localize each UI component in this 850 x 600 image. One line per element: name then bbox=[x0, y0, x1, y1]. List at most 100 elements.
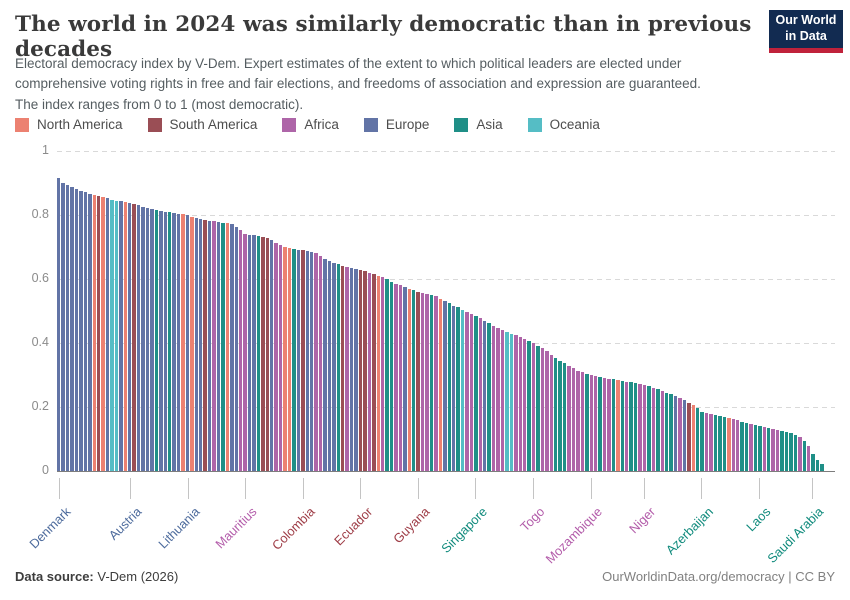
bar[interactable] bbox=[412, 290, 416, 471]
x-tick-label-togo[interactable]: Togo bbox=[517, 504, 548, 535]
bar[interactable] bbox=[159, 211, 163, 471]
bar[interactable] bbox=[518, 336, 522, 471]
bar[interactable] bbox=[602, 377, 607, 471]
bar[interactable] bbox=[261, 237, 265, 471]
bar[interactable] bbox=[447, 303, 451, 471]
bar[interactable] bbox=[678, 398, 682, 471]
bar[interactable] bbox=[611, 379, 616, 471]
x-tick-label-mozambique[interactable]: Mozambique bbox=[542, 504, 606, 567]
bar[interactable] bbox=[185, 215, 190, 471]
bar[interactable] bbox=[549, 354, 553, 471]
bar[interactable] bbox=[806, 446, 811, 471]
bar[interactable] bbox=[647, 386, 651, 471]
bar[interactable] bbox=[425, 293, 429, 471]
bar[interactable] bbox=[434, 295, 438, 471]
bar[interactable] bbox=[65, 185, 70, 471]
bar[interactable] bbox=[74, 188, 79, 471]
bar[interactable] bbox=[172, 213, 176, 471]
bar[interactable] bbox=[163, 211, 167, 471]
bar[interactable] bbox=[341, 265, 345, 471]
bar[interactable] bbox=[230, 223, 234, 471]
bar[interactable] bbox=[327, 261, 332, 471]
bar[interactable] bbox=[744, 422, 749, 471]
bar[interactable] bbox=[105, 198, 110, 471]
bar[interactable] bbox=[150, 209, 154, 471]
legend-item-africa[interactable]: Africa bbox=[282, 117, 339, 132]
bar[interactable] bbox=[580, 372, 585, 471]
bar[interactable] bbox=[380, 277, 385, 471]
bar[interactable] bbox=[700, 411, 704, 471]
bar[interactable] bbox=[713, 415, 718, 471]
bar[interactable] bbox=[789, 433, 793, 471]
bar[interactable] bbox=[207, 220, 212, 471]
bar[interactable] bbox=[620, 381, 624, 471]
bar[interactable] bbox=[119, 201, 123, 471]
bar[interactable] bbox=[167, 212, 172, 471]
bar[interactable] bbox=[558, 360, 562, 471]
bar[interactable] bbox=[265, 238, 269, 471]
legend-item-asia[interactable]: Asia bbox=[454, 117, 503, 132]
bar[interactable] bbox=[633, 383, 638, 471]
bar[interactable] bbox=[469, 313, 474, 471]
bar[interactable] bbox=[416, 291, 420, 471]
bar[interactable] bbox=[61, 183, 65, 471]
bar[interactable] bbox=[460, 309, 465, 471]
bar[interactable] bbox=[491, 325, 496, 471]
bar[interactable] bbox=[567, 365, 571, 471]
bar[interactable] bbox=[727, 418, 731, 471]
bar[interactable] bbox=[181, 214, 185, 471]
bar[interactable] bbox=[487, 323, 491, 471]
x-tick-label-singapore[interactable]: Singapore bbox=[438, 504, 491, 556]
bar[interactable] bbox=[349, 267, 354, 471]
bar[interactable] bbox=[305, 250, 309, 471]
bar[interactable] bbox=[252, 235, 256, 471]
bar[interactable] bbox=[238, 230, 243, 471]
bar[interactable] bbox=[274, 242, 278, 471]
bar[interactable] bbox=[88, 193, 92, 471]
bar[interactable] bbox=[420, 292, 425, 471]
bar[interactable] bbox=[718, 416, 722, 471]
bar[interactable] bbox=[762, 427, 766, 471]
bar[interactable] bbox=[536, 345, 540, 471]
bar[interactable] bbox=[243, 233, 247, 471]
bar[interactable] bbox=[691, 404, 695, 471]
bar[interactable] bbox=[820, 463, 824, 471]
bar[interactable] bbox=[540, 348, 545, 471]
bar[interactable] bbox=[429, 294, 434, 471]
legend-item-south-america[interactable]: South America bbox=[147, 117, 257, 132]
bar[interactable] bbox=[336, 264, 340, 471]
bar[interactable] bbox=[793, 435, 798, 471]
bar[interactable] bbox=[456, 307, 460, 471]
bar[interactable] bbox=[638, 383, 642, 471]
bar[interactable] bbox=[642, 384, 647, 471]
bar[interactable] bbox=[385, 279, 389, 471]
bar[interactable] bbox=[505, 332, 509, 471]
bar[interactable] bbox=[496, 327, 500, 471]
bar[interactable] bbox=[354, 268, 358, 471]
bar[interactable] bbox=[735, 420, 740, 471]
x-tick-label-colombia[interactable]: Colombia bbox=[268, 504, 318, 553]
bar[interactable] bbox=[815, 459, 820, 471]
bar[interactable] bbox=[292, 248, 296, 471]
bar[interactable] bbox=[278, 245, 283, 471]
bar[interactable] bbox=[376, 275, 380, 471]
bar[interactable] bbox=[669, 394, 673, 471]
bar[interactable] bbox=[367, 272, 372, 471]
bar[interactable] bbox=[616, 380, 620, 471]
bar[interactable] bbox=[664, 392, 669, 471]
bar[interactable] bbox=[775, 430, 780, 471]
bar[interactable] bbox=[696, 408, 700, 471]
bar[interactable] bbox=[234, 227, 238, 471]
bar[interactable] bbox=[123, 202, 127, 471]
bar[interactable] bbox=[92, 195, 96, 471]
bar[interactable] bbox=[589, 375, 593, 471]
bar[interactable] bbox=[136, 205, 141, 471]
bar[interactable] bbox=[110, 199, 114, 471]
bar[interactable] bbox=[500, 330, 505, 471]
bar[interactable] bbox=[576, 370, 580, 471]
x-tick-label-azerbaijan[interactable]: Azerbaijan bbox=[662, 504, 716, 558]
bar[interactable] bbox=[194, 217, 198, 471]
bar[interactable] bbox=[483, 320, 487, 471]
x-tick-label-austria[interactable]: Austria bbox=[105, 504, 145, 543]
bar[interactable] bbox=[83, 192, 88, 471]
